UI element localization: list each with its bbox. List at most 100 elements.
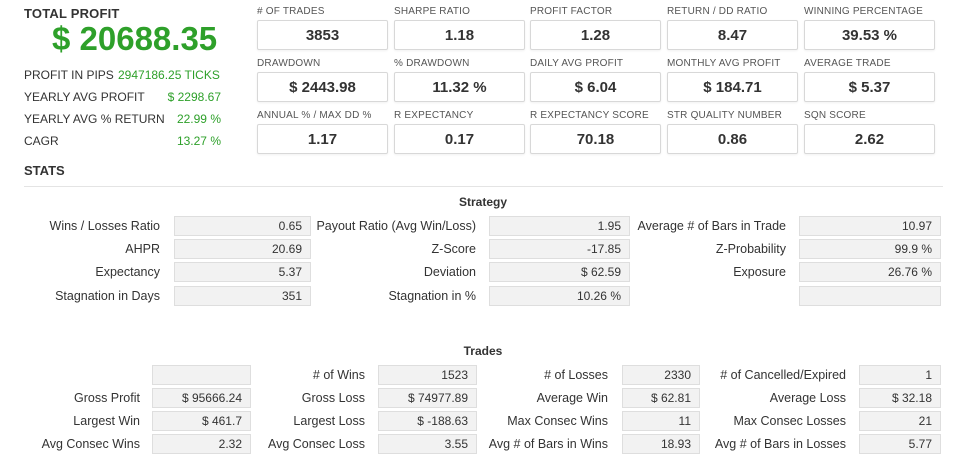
trades-value: 11 xyxy=(622,411,700,431)
strategy-label: Z-Probability xyxy=(715,242,786,256)
kpi-label: WINNING PERCENTAGE xyxy=(804,6,923,17)
strategy-label: Average # of Bars in Trade xyxy=(637,219,786,233)
strategy-value-empty xyxy=(799,286,941,306)
trades-value: 2.32 xyxy=(152,434,251,454)
strategy-value: 1.95 xyxy=(489,216,630,236)
kpi-card: # OF TRADES 3853 xyxy=(257,6,388,50)
trades-label: # of Cancelled/Expired xyxy=(720,368,846,382)
trades-label: Average Win xyxy=(536,391,608,405)
trades-label: Max Consec Wins xyxy=(507,414,608,428)
kpi-card: R EXPECTANCY 0.17 xyxy=(394,110,525,154)
kpi-label: DAILY AVG PROFIT xyxy=(530,58,624,69)
trades-label: Largest Win xyxy=(73,414,140,428)
kpi-card: MONTHLY AVG PROFIT $ 184.71 xyxy=(667,58,798,102)
kpi-card: RETURN / DD RATIO 8.47 xyxy=(667,6,798,50)
kpi-label: PROFIT FACTOR xyxy=(530,6,613,17)
trades-label: # of Losses xyxy=(544,368,608,382)
kpi-card: WINNING PERCENTAGE 39.53 % xyxy=(804,6,935,50)
kpi-card: SHARPE RATIO 1.18 xyxy=(394,6,525,50)
trades-label: Avg Consec Wins xyxy=(41,437,140,451)
kpi-label: SHARPE RATIO xyxy=(394,6,471,17)
kpi-card: PROFIT FACTOR 1.28 xyxy=(530,6,661,50)
kpi-value: 39.53 % xyxy=(804,20,935,50)
kpi-label: SQN SCORE xyxy=(804,110,866,121)
kpi-value: $ 5.37 xyxy=(804,72,935,102)
summary-value: 13.27 % xyxy=(176,134,221,148)
kpi-card: SQN SCORE 2.62 xyxy=(804,110,935,154)
kpi-value: 3853 xyxy=(257,20,388,50)
strategy-value: 10.26 % xyxy=(489,286,630,306)
kpi-card: AVERAGE TRADE $ 5.37 xyxy=(804,58,935,102)
strategy-heading: Strategy xyxy=(458,195,508,209)
total-profit-label: TOTAL PROFIT xyxy=(24,6,120,21)
strategy-label: Expectancy xyxy=(95,265,160,279)
profit-in-pips-row: PROFIT IN PIPS 2947186.25 TICKS xyxy=(24,68,221,88)
summary-label: YEARLY AVG PROFIT xyxy=(24,90,145,104)
strategy-value: 5.37 xyxy=(174,262,311,282)
kpi-label: STR QUALITY NUMBER xyxy=(667,110,783,121)
kpi-value: 8.47 xyxy=(667,20,798,50)
summary-value: $ 2298.67 xyxy=(167,90,221,104)
strategy-label: Exposure xyxy=(733,265,786,279)
strategy-label: Z-Score xyxy=(431,242,476,256)
strategy-label: Stagnation in Days xyxy=(55,289,160,303)
trades-value: 2330 xyxy=(622,365,700,385)
trades-value: $ 74977.89 xyxy=(378,388,477,408)
strategy-label: Deviation xyxy=(423,265,476,279)
strategy-value: $ 62.59 xyxy=(489,262,630,282)
trades-value: $ -188.63 xyxy=(378,411,477,431)
kpi-value: 11.32 % xyxy=(394,72,525,102)
kpi-label: RETURN / DD RATIO xyxy=(667,6,768,17)
trades-label: Largest Loss xyxy=(293,414,365,428)
kpi-card: STR QUALITY NUMBER 0.86 xyxy=(667,110,798,154)
kpi-label: MONTHLY AVG PROFIT xyxy=(667,58,781,69)
trades-value: $ 95666.24 xyxy=(152,388,251,408)
trades-label: Avg Consec Loss xyxy=(267,437,365,451)
kpi-label: % DRAWDOWN xyxy=(394,58,470,69)
kpi-label: ANNUAL % / MAX DD % xyxy=(257,110,372,121)
trades-value: $ 461.7 xyxy=(152,411,251,431)
kpi-card: % DRAWDOWN 11.32 % xyxy=(394,58,525,102)
trades-value: $ 62.81 xyxy=(622,388,700,408)
yearly-avg-return-row: YEARLY AVG % RETURN 22.99 % xyxy=(24,112,221,132)
trades-value: 1523 xyxy=(378,365,477,385)
summary-label: YEARLY AVG % RETURN xyxy=(24,112,165,126)
kpi-label: AVERAGE TRADE xyxy=(804,58,891,69)
strategy-value: 351 xyxy=(174,286,311,306)
kpi-label: # OF TRADES xyxy=(257,6,325,17)
strategy-label: Payout Ratio (Avg Win/Loss) xyxy=(316,219,476,233)
trades-label: Avg # of Bars in Losses xyxy=(714,437,846,451)
kpi-value: $ 6.04 xyxy=(530,72,661,102)
strategy-value: 0.65 xyxy=(174,216,311,236)
summary-value: 2947186.25 TICKS xyxy=(118,68,220,82)
total-profit-value: $ 20688.35 xyxy=(52,20,218,57)
trades-value-empty xyxy=(152,365,251,385)
kpi-label: DRAWDOWN xyxy=(257,58,321,69)
kpi-value: 1.17 xyxy=(257,124,388,154)
kpi-value: $ 184.71 xyxy=(667,72,798,102)
strategy-value: -17.85 xyxy=(489,239,630,259)
kpi-card: DAILY AVG PROFIT $ 6.04 xyxy=(530,58,661,102)
kpi-card: ANNUAL % / MAX DD % 1.17 xyxy=(257,110,388,154)
cagr-row: CAGR 13.27 % xyxy=(24,134,221,154)
summary-value: 22.99 % xyxy=(176,112,221,126)
yearly-avg-profit-row: YEARLY AVG PROFIT $ 2298.67 xyxy=(24,90,221,110)
kpi-value: 70.18 xyxy=(530,124,661,154)
trades-label: Average Loss xyxy=(769,391,846,405)
kpi-value: 0.86 xyxy=(667,124,798,154)
summary-label: PROFIT IN PIPS xyxy=(24,68,114,82)
strategy-value: 99.9 % xyxy=(799,239,941,259)
trades-label: Gross Profit xyxy=(74,391,140,405)
kpi-value: $ 2443.98 xyxy=(257,72,388,102)
strategy-label: AHPR xyxy=(125,242,160,256)
trades-heading: Trades xyxy=(463,344,503,358)
kpi-card: DRAWDOWN $ 2443.98 xyxy=(257,58,388,102)
stats-divider xyxy=(24,186,943,187)
trades-value: 1 xyxy=(859,365,941,385)
trades-label: # of Wins xyxy=(312,368,365,382)
trades-label: Max Consec Losses xyxy=(733,414,846,428)
trades-label: Gross Loss xyxy=(301,391,365,405)
kpi-card: R EXPECTANCY SCORE 70.18 xyxy=(530,110,661,154)
trades-value: 3.55 xyxy=(378,434,477,454)
trades-value: 5.77 xyxy=(859,434,941,454)
